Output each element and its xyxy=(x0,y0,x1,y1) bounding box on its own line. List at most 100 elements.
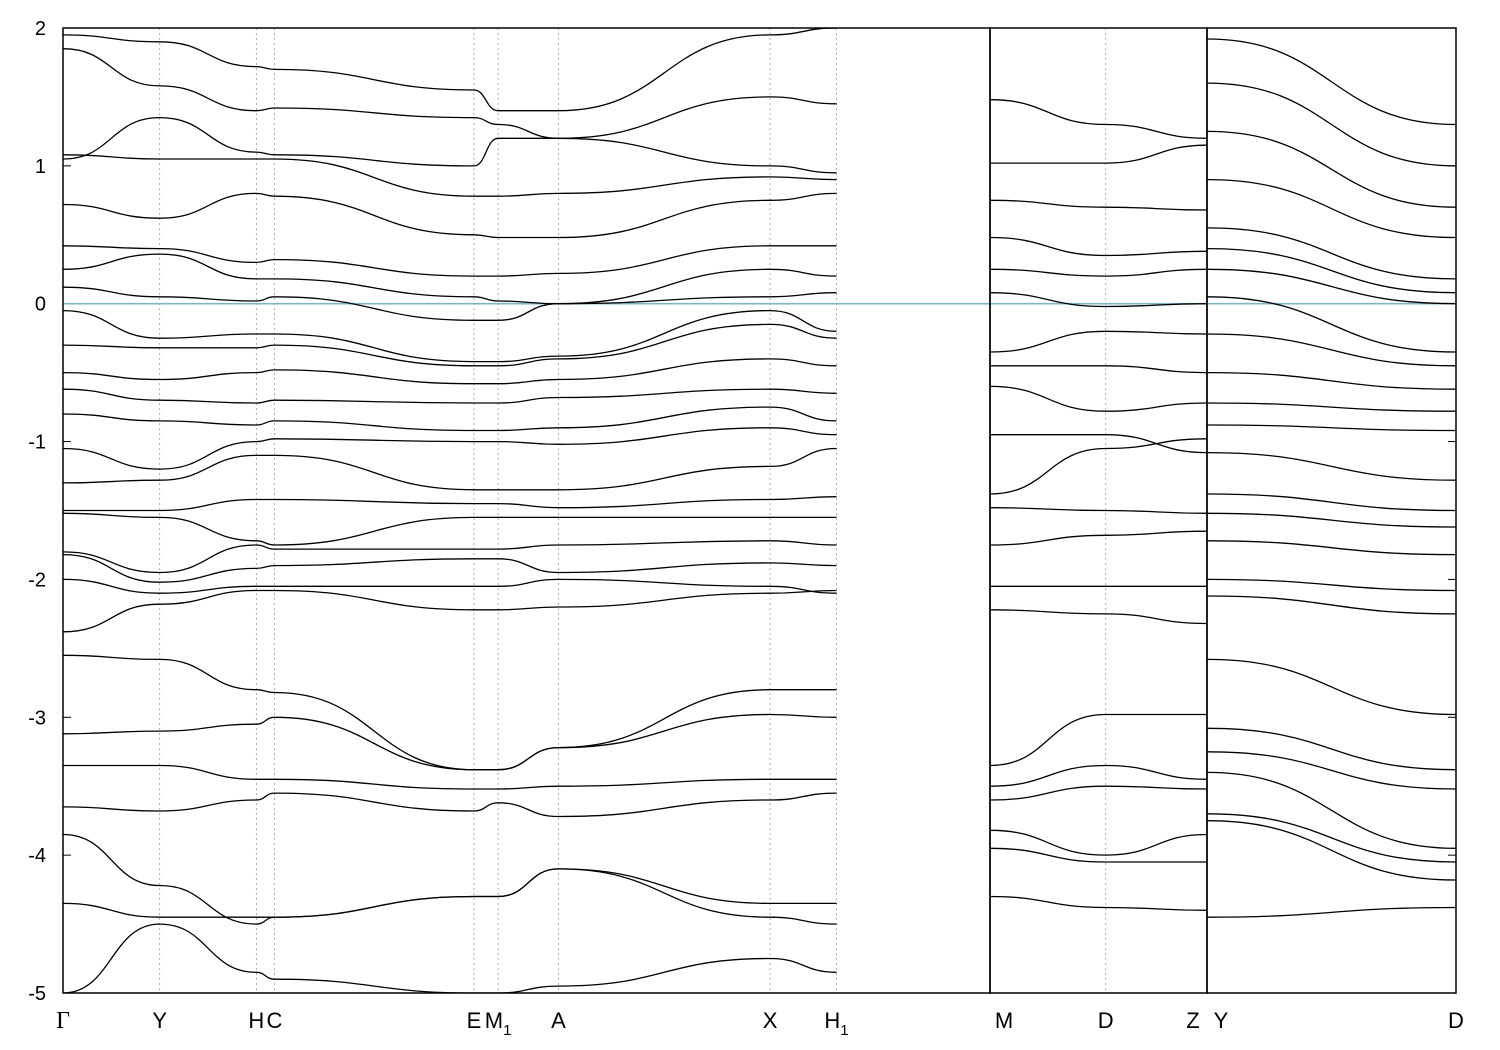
band-line xyxy=(63,447,837,491)
band-line xyxy=(1207,751,1456,790)
band-line xyxy=(990,438,1207,495)
band-line xyxy=(1207,578,1456,592)
band-line xyxy=(63,388,837,404)
band-line xyxy=(1207,813,1456,863)
band-line xyxy=(1207,178,1456,239)
y-axis-ticks: 2 1 0 -1 -2 -3 -4 -5 xyxy=(28,18,1456,1005)
band-line xyxy=(990,99,1207,139)
band-line xyxy=(1207,512,1456,528)
band-line xyxy=(63,286,837,321)
band-line xyxy=(1207,493,1456,512)
x-tick-label: E xyxy=(467,1008,482,1033)
x-tick-label: D xyxy=(1098,1008,1114,1033)
y-tick-label: -3 xyxy=(28,707,46,729)
band-line xyxy=(990,292,1207,308)
band-line xyxy=(63,578,837,594)
band-line xyxy=(1207,540,1456,556)
band-line xyxy=(990,530,1207,546)
band-line xyxy=(63,192,837,239)
band-line xyxy=(990,236,1207,257)
y-tick-label: 0 xyxy=(35,294,46,316)
y-tick-label: -2 xyxy=(28,569,46,591)
x-tick-label: D xyxy=(1448,1008,1464,1033)
x-tick-label: M xyxy=(995,1008,1013,1033)
band-line xyxy=(63,154,837,197)
band-line xyxy=(63,496,837,512)
band-line xyxy=(1207,906,1456,918)
band-line xyxy=(990,609,1207,625)
band-line xyxy=(990,847,1207,863)
band-line xyxy=(990,895,1207,911)
band-line xyxy=(990,713,1207,767)
band-line xyxy=(1207,227,1456,280)
panel-frame xyxy=(1206,27,1457,994)
band-line xyxy=(63,792,837,818)
band-line xyxy=(63,713,837,771)
band-line xyxy=(1207,371,1456,390)
band-line xyxy=(990,434,1207,454)
band-line xyxy=(1207,38,1456,126)
x-tick-label: Y xyxy=(1214,1008,1229,1033)
band-line xyxy=(1207,333,1456,367)
x-tick-label: H1 xyxy=(824,1008,848,1039)
band-line xyxy=(1207,296,1456,353)
x-tick-label: Y xyxy=(152,1008,167,1033)
x-tick-label: Z xyxy=(1186,1008,1199,1033)
x-tick-label: X xyxy=(763,1008,778,1033)
band-line xyxy=(1207,658,1456,716)
band-line xyxy=(1207,727,1456,771)
y-tick-label: -1 xyxy=(28,432,46,454)
band-line xyxy=(1207,130,1456,208)
band-line xyxy=(990,829,1207,856)
high-symmetry-gridlines xyxy=(159,28,1107,993)
panel-frames xyxy=(62,27,1457,994)
x-tick-label: A xyxy=(551,1008,566,1033)
band-line xyxy=(990,268,1207,277)
band-line xyxy=(1207,82,1456,167)
y-tick-label: -4 xyxy=(28,845,46,867)
band-line xyxy=(63,323,837,367)
x-tick-label: M1 xyxy=(485,1008,512,1039)
band-line xyxy=(990,385,1207,412)
x-tick-label: Γ xyxy=(56,1008,70,1034)
band-line xyxy=(1207,595,1456,615)
x-axis-ticks: Γ Y H C E M1 A X H1 M D Z Y D xyxy=(56,1008,1464,1039)
band-line xyxy=(1207,402,1456,412)
band-line xyxy=(990,764,1207,787)
y-tick-label: 1 xyxy=(35,156,46,178)
band-line xyxy=(63,116,837,174)
panel-frame xyxy=(62,27,991,994)
band-line xyxy=(63,253,837,305)
band-line xyxy=(1207,247,1456,294)
band-line xyxy=(990,199,1207,211)
x-tick-label: H xyxy=(248,1008,264,1033)
y-tick-label: -5 xyxy=(28,983,46,1005)
band-line xyxy=(63,923,837,993)
band-line xyxy=(63,427,837,470)
band-line xyxy=(990,330,1207,353)
band-line xyxy=(63,540,837,574)
band-line xyxy=(63,589,837,633)
band-line xyxy=(1207,268,1456,305)
band-line xyxy=(63,764,837,790)
band-line xyxy=(990,507,1207,514)
band-line xyxy=(63,868,837,925)
band-line xyxy=(63,833,837,925)
band-line xyxy=(63,654,837,771)
y-tick-label: 2 xyxy=(35,18,46,40)
band-line xyxy=(990,144,1207,164)
band-line xyxy=(1207,424,1456,432)
band-line xyxy=(63,512,837,546)
band-line xyxy=(63,28,837,112)
band-line xyxy=(63,406,837,432)
band-line xyxy=(990,365,1207,374)
band-line xyxy=(63,309,837,363)
band-line xyxy=(1207,771,1456,849)
band-line xyxy=(63,553,837,583)
band-line xyxy=(990,785,1207,801)
band-line xyxy=(1207,451,1456,481)
band-line xyxy=(63,358,837,385)
band-line xyxy=(1207,820,1456,881)
band-line xyxy=(63,245,837,277)
